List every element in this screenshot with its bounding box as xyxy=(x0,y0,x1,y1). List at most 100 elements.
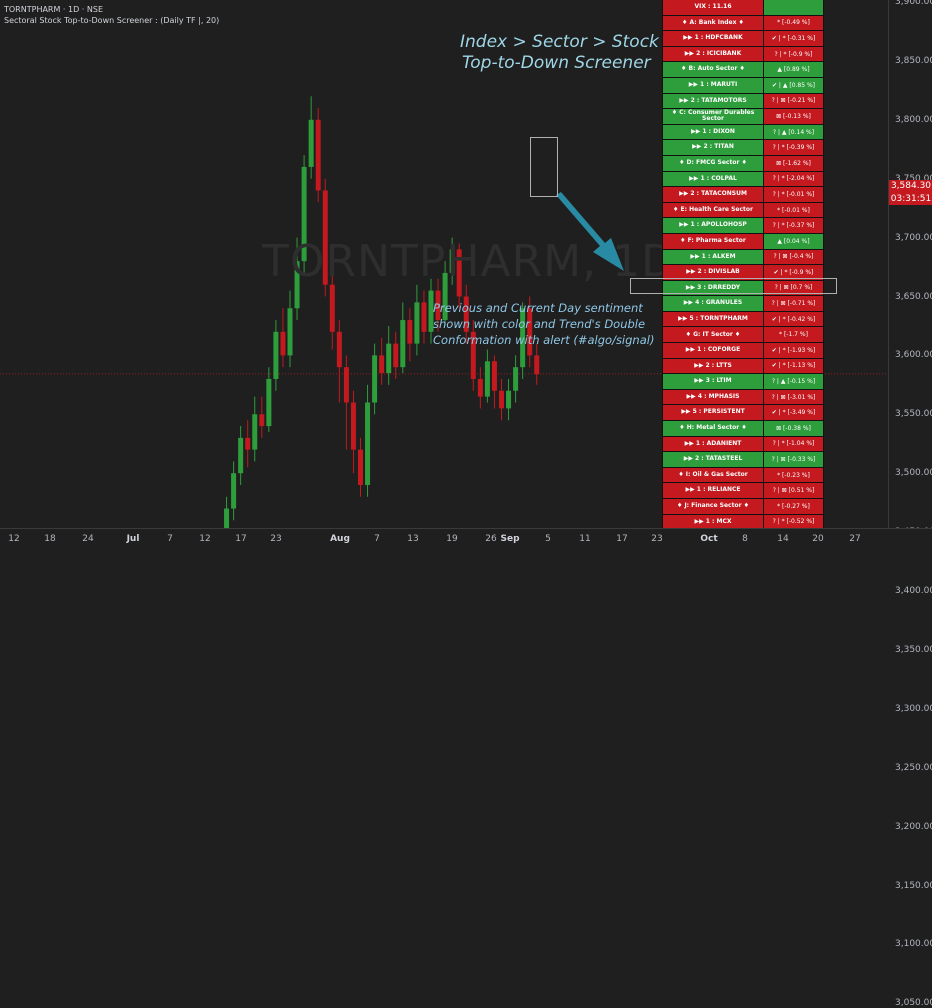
screener-row: ▶▶ 2 : TATASTEEL? | ⊠ [-0.33 %] xyxy=(662,452,824,468)
time-tick: 7 xyxy=(374,534,380,544)
screener-symbol-cell: ♦ B: Auto Sector ♦ xyxy=(663,62,764,77)
screener-status-cell: ? | * [-0.9 %] xyxy=(764,46,823,62)
candle-body xyxy=(520,308,526,368)
price-tick: 3,750.00 xyxy=(895,173,932,184)
candle-body xyxy=(245,437,251,450)
time-tick: 20 xyxy=(812,534,824,544)
screener-status-cell: * [-0.27 %] xyxy=(764,499,823,514)
title-annotation: Index > Sector > Stock Top-to-Down Scree… xyxy=(460,32,659,74)
price-tick: 3,250.00 xyxy=(895,762,932,773)
screener-status-cell: ? | * [-2.04 %] xyxy=(764,171,823,187)
screener-row: ♦ I: Oil & Gas Sector * [-0.23 %] xyxy=(662,467,824,484)
screener-status-cell: ? | ⊠ [-0.33 %] xyxy=(764,452,823,467)
screener-row: ♦ J: Finance Sector ♦ * [-0.27 %] xyxy=(662,499,824,515)
screener-row: ▶▶ 1 : DIXON? | ▲ [0.14 %] xyxy=(662,124,824,141)
time-tick: Oct xyxy=(700,534,718,544)
time-tick: 17 xyxy=(616,534,628,544)
time-tick: 23 xyxy=(270,534,282,544)
candle-body xyxy=(442,272,448,321)
time-tick: 18 xyxy=(44,534,56,544)
screener-symbol-cell: ▶▶ 3 : DRREDDY xyxy=(663,280,764,296)
price-tick: 3,150.00 xyxy=(895,880,932,891)
screener-row: ♦ A: Bank Index ♦ * [-0.49 %] xyxy=(662,15,824,32)
candle-body xyxy=(513,367,519,391)
candle-body xyxy=(350,402,356,450)
screener-status-cell: ? | * [-0.52 %] xyxy=(764,514,823,530)
symbol-line[interactable]: TORNTPHARM · 1D · NSE xyxy=(4,5,104,14)
price-tick: 3,600.00 xyxy=(895,350,932,361)
screener-symbol-cell: ♦ F: Pharma Sector xyxy=(663,233,764,249)
price-axis[interactable]: 3,900.00 3,850.00 3,800.00 3,750.00 3,700.00… xyxy=(888,0,932,1008)
candle-body xyxy=(491,361,497,391)
candle-body xyxy=(294,261,300,309)
screener-symbol-cell: ♦ I: Oil & Gas Sector xyxy=(663,467,764,483)
time-tick: 11 xyxy=(579,534,591,544)
screener-row: ♦ E: Health Care Sector * [-0.01 %] xyxy=(662,202,824,219)
screener-status-cell: ? | * [-0.37 %] xyxy=(764,218,823,233)
arrow-icon xyxy=(556,192,624,271)
candle-body xyxy=(238,437,244,474)
candle-body xyxy=(484,361,490,397)
chart-legend: TORNTPHARM · 1D · NSE Sectoral Stock Top… xyxy=(4,4,219,26)
candle-body xyxy=(379,355,385,374)
price-chart[interactable] xyxy=(0,0,888,528)
candle-body xyxy=(266,378,272,427)
candle-body xyxy=(329,284,335,332)
screener-row: ▶▶ 1 : HDFCBANK ✔ | * [-0.31 %] xyxy=(662,31,824,47)
screener-status-cell: ? | ⊠ [0.51 %] xyxy=(764,483,823,498)
screener-symbol-cell: ▶▶ 2 : TATAMOTORS xyxy=(663,93,764,109)
screener-symbol-cell: ▶▶ 5 : TORNTPHARM xyxy=(663,311,764,327)
screener-row: ▶▶ 1 : APOLLOHOSP? | * [-0.37 %] xyxy=(662,218,824,234)
body-line-3: Conformation with alert (#algo/signal) xyxy=(433,333,655,347)
candle-body xyxy=(358,449,363,485)
screener-status-cell: ? | * [-0.01 %] xyxy=(764,187,823,202)
screener-status-cell: ? | * [-1.04 %] xyxy=(764,436,823,452)
screener-row: ♦ F: Pharma Sector ▲ [0.04 %] xyxy=(662,233,824,250)
screener-status-cell: ? | * [-0.39 %] xyxy=(764,140,823,155)
time-tick: 19 xyxy=(446,534,458,544)
candle-body xyxy=(428,290,434,332)
price-tick: 3,050.00 xyxy=(895,998,932,1008)
candle-body xyxy=(499,390,504,409)
candle-body xyxy=(287,308,293,356)
screener-symbol-cell: ▶▶ 1 : APOLLOHOSP xyxy=(663,218,764,233)
screener-symbol-cell: ▶▶ 1 : MCX xyxy=(663,514,764,530)
screener-row: ♦ H: Metal Sector ♦ ⊠ [-0.38 %] xyxy=(662,421,824,437)
screener-symbol-cell: ▶▶ 4 : GRANULES xyxy=(663,296,764,311)
screener-status-cell: ✔ | * [-0.31 %] xyxy=(764,31,823,46)
time-tick: Jul xyxy=(126,534,140,544)
screener-symbol-cell: ♦ D: FMCG Sector ♦ xyxy=(663,155,764,171)
screener-status-cell xyxy=(764,0,823,15)
screener-symbol-cell: ♦ J: Finance Sector ♦ xyxy=(663,499,764,514)
screener-row: ▶▶ 5 : PERSISTENT ✔ | * [-3.49 %] xyxy=(662,405,824,422)
screener-symbol-cell: ▶▶ 1 : MARUTI xyxy=(663,77,764,93)
screener-symbol-cell: ♦ G: IT Sector ♦ xyxy=(663,327,764,343)
screener-symbol-cell: ▶▶ 1 : COFORGE xyxy=(663,343,764,358)
candle-body xyxy=(393,343,399,368)
screener-symbol-cell: ▶▶ 2 : ICICIBANK xyxy=(663,46,764,62)
time-tick: 17 xyxy=(235,534,247,544)
time-tick: 14 xyxy=(777,534,789,544)
screener-status-cell: ✔ | * [-0.42 %] xyxy=(764,311,823,327)
candle-body xyxy=(280,331,286,356)
indicator-line[interactable]: Sectoral Stock Top-to-Down Screener : (D… xyxy=(4,16,220,25)
screener-status-cell: ✔ | ▲ [0.85 %] xyxy=(764,77,823,93)
screener-status-cell: ▲ [0.89 %] xyxy=(764,62,823,77)
candle-body xyxy=(336,331,342,368)
time-axis[interactable]: 12 18 24 Jul 7 12 17 23 Aug 7 13 19 26 Sep 5 11 17 23 Oct 8… xyxy=(0,528,932,551)
screener-row: ▶▶ 1 : ALKEM? | ⊠ [-0.4 %] xyxy=(662,249,824,266)
time-tick: 23 xyxy=(651,534,663,544)
screener-row: ▶▶ 1 : MARUTI ✔ | ▲ [0.85 %] xyxy=(662,77,824,94)
screener-symbol-cell: ▶▶ 1 : HDFCBANK xyxy=(663,31,764,46)
price-tick: 3,100.00 xyxy=(895,939,932,950)
screener-status-cell: ? | ⊠ [-0.21 %] xyxy=(764,93,823,109)
screener-row: ▶▶ 2 : TATAMOTORS? | ⊠ [-0.21 %] xyxy=(662,93,824,110)
candle-body xyxy=(470,331,476,379)
candle-body xyxy=(322,190,328,285)
screener-symbol-cell: ▶▶ 1 : RELIANCE xyxy=(663,483,764,498)
candle-body xyxy=(252,414,258,450)
screener-symbol-cell: ▶▶ 1 : COLPAL xyxy=(663,171,764,187)
price-tick: 3,900.00 xyxy=(895,0,932,7)
screener-row: ▶▶ 1 : COFORGE ✔ | * [-1.93 %] xyxy=(662,343,824,359)
screener-status-cell: * [-0.01 %] xyxy=(764,202,823,218)
